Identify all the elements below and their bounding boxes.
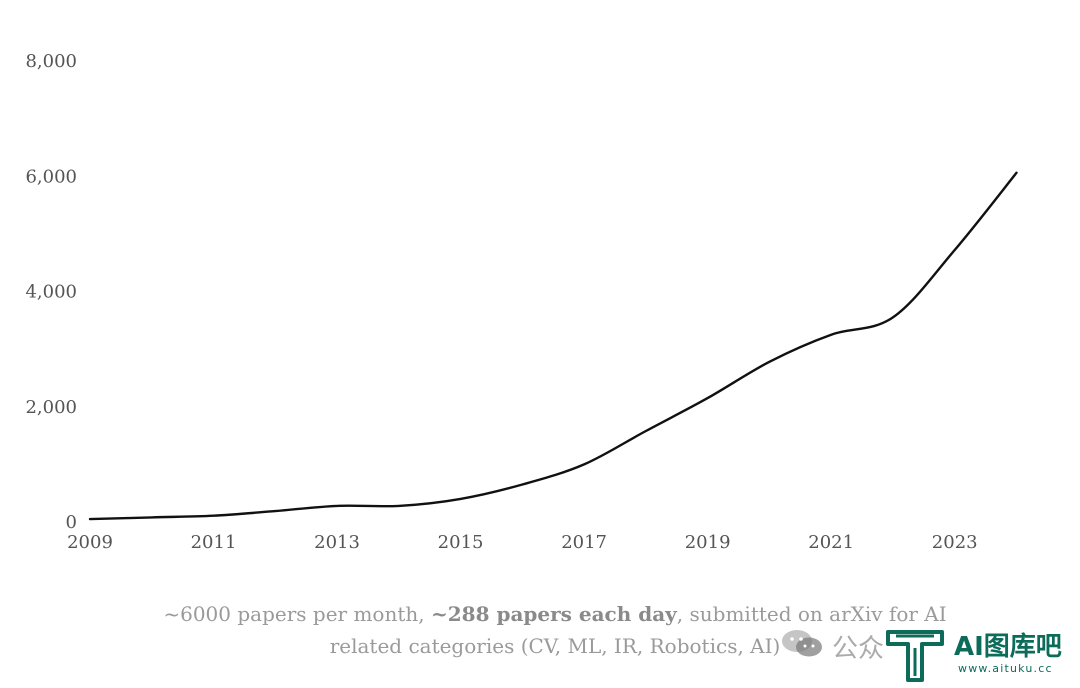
y-tick-label: 8,000	[25, 51, 77, 72]
watermark-brand: AI图库吧	[954, 632, 1062, 662]
y-tick-label: 4,000	[25, 282, 77, 303]
x-tick-label: 2017	[561, 532, 607, 553]
x-tick-label: 2013	[314, 532, 360, 553]
caption-part2: , submitted on arXiv for AI related cate…	[329, 602, 947, 658]
aituku-logo-icon	[886, 630, 944, 682]
y-tick-label: 2,000	[25, 397, 77, 418]
x-tick-label: 2011	[191, 532, 237, 553]
y-tick-label: 6,000	[25, 166, 77, 187]
x-tick-label: 2021	[808, 532, 854, 553]
x-tick-label: 2019	[685, 532, 731, 553]
series-line	[88, 171, 1018, 521]
caption-part1: ~6000 papers per month,	[163, 602, 431, 626]
chart-caption: ~6000 papers per month, ~288 papers each…	[130, 598, 980, 662]
wechat-icon	[782, 630, 822, 657]
y-tick-label: 0	[66, 512, 77, 533]
caption-bold: ~288 papers each day	[430, 602, 677, 626]
watermark-url: www.aituku.cc	[958, 662, 1053, 675]
x-tick-label: 2023	[932, 532, 978, 553]
watermark-text: 公众	[832, 634, 885, 664]
x-tick-label: 2015	[438, 532, 484, 553]
line-chart: 0 2,000 4,000 6,000 8,000 2009 2011 2013 2015 201…	[25, 51, 1018, 553]
x-tick-label: 2009	[67, 532, 113, 553]
